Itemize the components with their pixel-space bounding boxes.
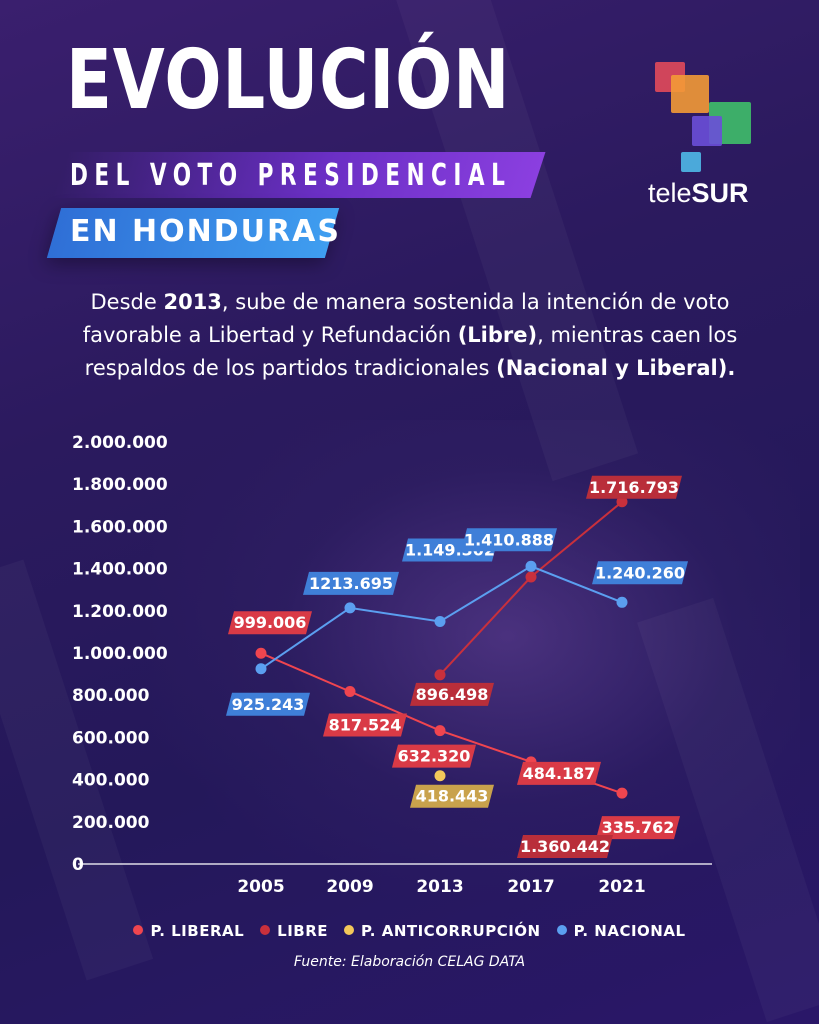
legend-label: P. LIBERAL <box>150 922 245 940</box>
x-tick-label: 2009 <box>326 877 373 897</box>
nacional-data-label: 1.410.888 <box>464 530 554 549</box>
legend-label: LIBRE <box>277 922 329 940</box>
liberal-data-label: 999.006 <box>234 613 307 632</box>
liberal-data-label: 484.187 <box>523 764 596 783</box>
legend-dot <box>344 925 355 935</box>
libre-data-label-box <box>410 682 494 706</box>
description-part3: , mientras caen los respaldos de los par… <box>84 323 738 380</box>
y-tick-label: 1.000.000 <box>72 644 168 664</box>
nacional-data-label: 1.240.260 <box>595 563 685 582</box>
legend-item: P. LIBERAL <box>133 922 244 940</box>
page-subtitle: DEL VOTO PRESIDENCIAL <box>70 158 512 193</box>
nacional-point <box>616 596 628 608</box>
legend-item: P. NACIONAL <box>556 922 686 940</box>
y-tick-label: 0 <box>72 855 84 875</box>
liberal-data-label-box <box>392 744 476 768</box>
page-title: EVOLUCIÓN <box>66 33 511 128</box>
anticorrupcion-data-label-box <box>410 784 494 808</box>
liberal-point <box>616 787 628 799</box>
legend-label: P. ANTICORRUPCIÓN <box>361 922 541 940</box>
liberal-point <box>255 647 267 659</box>
description-year: 2013 <box>163 290 222 314</box>
libre-point <box>616 496 628 508</box>
libre-data-label-box <box>517 834 613 858</box>
liberal-data-label-box <box>517 761 601 785</box>
brand-logo: teleSUR <box>648 178 749 209</box>
x-tick-label: 2021 <box>598 877 645 897</box>
nacional-data-label: 1213.695 <box>309 574 393 593</box>
liberal-point <box>344 686 356 698</box>
nacional-point <box>255 663 267 675</box>
y-tick-label: 1.800.000 <box>72 475 168 495</box>
liberal-data-label: 335.762 <box>602 818 675 837</box>
nacional-point <box>344 602 356 614</box>
legend-item: LIBRE <box>260 922 328 940</box>
brand-logo-light: tele <box>648 178 692 208</box>
vote-line-chart: 0 200.000 400.000 600.000 800.000 1.000.000 1.… <box>72 433 712 897</box>
liberal-data-label: 817.524 <box>329 716 402 735</box>
libre-data-label: 1.716.793 <box>589 478 679 497</box>
legend-dot <box>133 925 144 935</box>
liberal-data-label-box <box>596 816 680 840</box>
y-tick-label: 1.400.000 <box>72 560 168 580</box>
libre-point <box>434 669 446 681</box>
liberal-point <box>434 725 446 737</box>
y-tick-label: 800.000 <box>72 686 150 706</box>
chart-legend: P. LIBERAL LIBRE P. ANTICORRUPCIÓN P. NACIO… <box>0 922 819 940</box>
liberal-data-label-box <box>323 713 407 737</box>
nacional-data-label: 925.243 <box>232 695 305 714</box>
liberal-data-label: 632.320 <box>398 747 471 766</box>
libre-data-label: 1.360.442 <box>520 837 610 856</box>
y-tick-label: 600.000 <box>72 728 150 748</box>
location-label: EN HONDURAS <box>70 214 341 249</box>
nacional-data-label-box <box>226 692 310 716</box>
legend-dot <box>556 925 567 935</box>
y-tick-label: 200.000 <box>72 813 150 833</box>
y-tick-label: 1.600.000 <box>72 517 168 537</box>
nacional-data-label-box <box>303 571 399 595</box>
description-libre: (Libre) <box>457 323 538 347</box>
source-note: Fuente: Elaboración CELAG DATA <box>293 954 526 970</box>
libre-line <box>439 501 623 676</box>
background-glow <box>150 420 800 900</box>
y-tick-label: 400.000 <box>72 771 150 791</box>
x-tick-label: 2005 <box>237 877 284 897</box>
brand-logo-bold: SUR <box>691 178 749 208</box>
legend-dot <box>260 925 271 935</box>
legend-label: P. NACIONAL <box>573 922 686 940</box>
nacional-data-label-box <box>461 528 557 552</box>
anticorrupcion-data-label: 418.443 <box>416 787 489 806</box>
y-tick-label: 1.200.000 <box>72 602 168 622</box>
x-tick-label: 2013 <box>416 877 463 897</box>
description-part1: Desde <box>90 290 164 314</box>
liberal-data-label-box <box>228 611 312 635</box>
description-part2: , sube de manera sostenida la intención … <box>82 290 730 347</box>
description-text: Desde 2013, sube de manera sostenida la … <box>40 286 780 385</box>
legend-item: P. ANTICORRUPCIÓN <box>344 922 541 940</box>
telesur-squares-icon <box>646 60 766 210</box>
y-tick-label: 2.000.000 <box>72 433 168 453</box>
libre-point <box>525 571 537 583</box>
x-tick-label: 2017 <box>507 877 554 897</box>
nacional-point <box>434 615 446 627</box>
nacional-point <box>525 560 537 572</box>
libre-data-label: 896.498 <box>416 685 489 704</box>
nacional-data-label-box <box>592 561 688 585</box>
libre-data-label-box <box>586 475 682 499</box>
description-parties: (Nacional y Liberal). <box>496 356 736 380</box>
anticorrupcion-point <box>434 770 446 782</box>
